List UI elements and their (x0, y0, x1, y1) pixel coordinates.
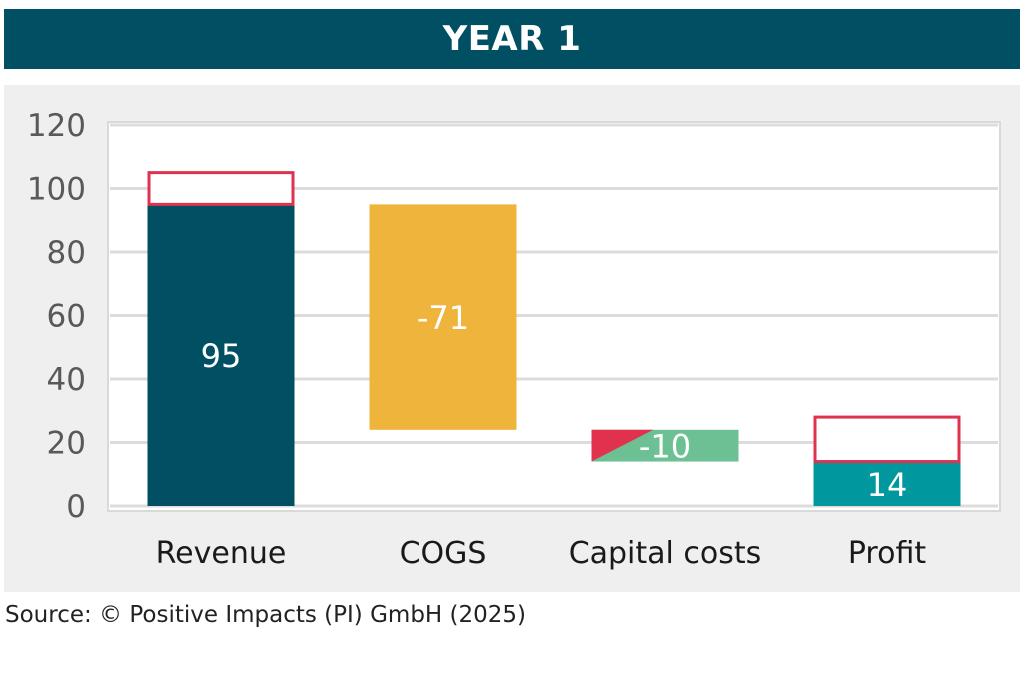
y-tick-label: 80 (47, 235, 86, 271)
y-tick-label: 20 (47, 426, 86, 462)
bar-rect (369, 204, 517, 430)
accent-triangle (591, 429, 654, 462)
bars: 95 -71 -10 14 (147, 171, 961, 506)
x-axis-labels: Revenue COGS Capital costs Profit (156, 536, 927, 571)
outline-box (813, 415, 961, 464)
x-category-label: Revenue (156, 536, 287, 571)
y-axis-ticks: 0 20 40 60 80 100 120 (27, 108, 86, 525)
bar-rect (147, 204, 295, 506)
bar-capital-costs: -10 (591, 428, 739, 466)
x-category-label: Profit (848, 536, 926, 571)
y-tick-label: 0 (66, 489, 86, 525)
data-label: 14 (867, 466, 908, 504)
y-tick-label: 120 (27, 108, 86, 144)
y-tick-label: 60 (47, 299, 86, 335)
data-label: -71 (417, 299, 469, 337)
bar-rect (813, 461, 961, 506)
data-label: -10 (639, 428, 691, 466)
bar-profit: 14 (813, 415, 961, 506)
x-category-label: COGS (400, 536, 487, 571)
data-label: 95 (201, 337, 242, 375)
bar-cogs: -71 (369, 204, 517, 430)
outline-box (147, 171, 295, 206)
source-note: Source: © Positive Impacts (PI) GmbH (20… (5, 602, 527, 628)
chart-title-bar: YEAR 1 (4, 9, 1020, 69)
y-tick-label: 100 (27, 172, 86, 208)
x-category-label: Capital costs (569, 536, 762, 571)
chart-title: YEAR 1 (442, 19, 582, 59)
y-tick-label: 40 (47, 362, 86, 398)
bar-revenue: 95 (147, 171, 295, 506)
